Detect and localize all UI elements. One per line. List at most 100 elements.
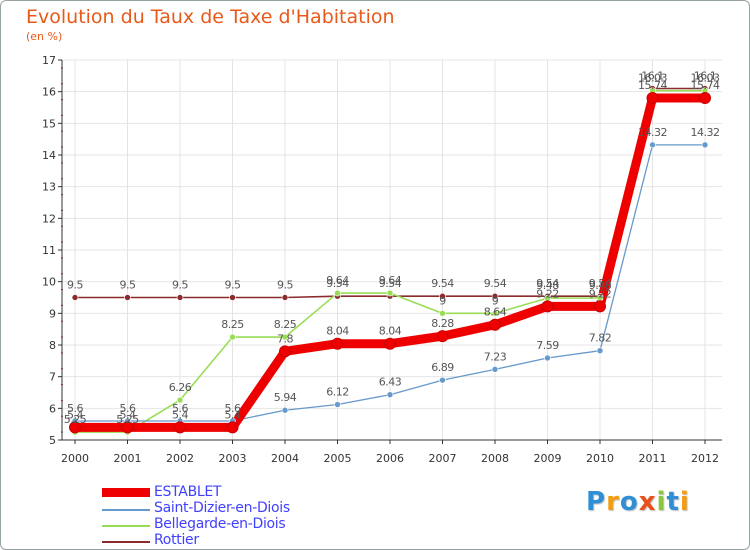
data-label-saint-dizier: 14.32 [638, 126, 667, 139]
logo-letter: t [666, 487, 680, 517]
data-label-saint-dizier: 6.43 [379, 376, 402, 389]
data-label-rottier: 9.54 [484, 277, 507, 290]
x-tick-label: 2006 [376, 452, 404, 465]
data-label-rottier: 9.54 [379, 277, 402, 290]
data-label-bellegarde: 5.25 [116, 413, 139, 426]
data-point-rottier [281, 294, 289, 301]
data-label-saint-dizier: 14.32 [691, 126, 720, 139]
logo-letter: x [638, 487, 657, 517]
legend-swatch-establet [102, 488, 150, 497]
legend-label-rottier: Rottier [154, 532, 199, 548]
data-label-rottier: 9.54 [431, 277, 454, 290]
x-tick-label: 2011 [639, 452, 667, 465]
data-point-saint-dizier [334, 401, 341, 408]
y-tick-label: 6 [49, 402, 56, 415]
y-tick-label: 11 [42, 244, 56, 257]
y-tick-label: 17 [42, 54, 56, 67]
data-label-establet: 8.28 [431, 317, 454, 330]
data-point-bellegarde [439, 310, 446, 317]
data-label-saint-dizier: 5.94 [274, 391, 297, 404]
data-point-establet [331, 337, 344, 350]
data-label-establet: 5.4 [120, 408, 136, 421]
x-tick-label: 2008 [481, 452, 509, 465]
data-label-establet: 8.04 [379, 325, 402, 338]
data-label-saint-dizier: 7.23 [484, 350, 507, 363]
data-label-rottier: 9.54 [326, 277, 349, 290]
data-point-rottier [491, 292, 499, 300]
y-tick-label: 15 [42, 117, 56, 130]
y-tick-label: 7 [49, 371, 56, 384]
data-point-rottier [71, 294, 79, 301]
chart-title: Evolution du Taux de Taxe d'Habitation [26, 6, 395, 28]
y-tick-label: 16 [42, 86, 56, 99]
x-tick-label: 2004 [271, 452, 299, 465]
logo-letter: r [606, 487, 620, 517]
x-tick-label: 2000 [61, 452, 89, 465]
data-label-establet: 8.64 [484, 306, 507, 319]
data-label-bellegarde: 8.25 [221, 318, 244, 331]
data-point-rottier [124, 294, 131, 301]
data-label-bellegarde: 6.26 [169, 381, 192, 394]
data-point-saint-dizier [701, 141, 709, 149]
data-label-establet: 5.4 [172, 408, 188, 421]
logo-letter: P [586, 487, 607, 517]
data-point-saint-dizier [281, 406, 289, 414]
logo-letter: i [656, 487, 667, 517]
data-label-bellegarde: 16.03 [691, 72, 720, 85]
data-point-bellegarde [386, 289, 394, 297]
proxiti-logo: Proxiti [586, 487, 690, 517]
data-point-bellegarde [281, 333, 289, 341]
data-label-rottier: 16.1 [641, 70, 664, 83]
data-label-rottier: 9.5 [120, 279, 136, 292]
data-label-establet: 8.04 [326, 325, 349, 338]
data-label-bellegarde: 9 [492, 294, 499, 307]
data-label-rottier: 9.5 [67, 279, 83, 292]
data-label-rottier: 16.1 [694, 70, 717, 83]
data-point-bellegarde [491, 310, 499, 317]
data-label-saint-dizier: 7.82 [589, 332, 612, 345]
data-label-bellegarde: 9 [439, 294, 446, 307]
data-point-saint-dizier [439, 376, 446, 384]
data-point-establet [699, 92, 711, 104]
data-label-saint-dizier: 6.89 [431, 361, 454, 374]
data-label-bellegarde: 5.25 [64, 413, 87, 426]
data-point-bellegarde [176, 396, 184, 404]
y-tick-label: 8 [49, 339, 56, 352]
y-tick-label: 9 [49, 307, 56, 320]
legend-swatch-saint-dizier [102, 509, 150, 511]
data-label-bellegarde: 9.64 [379, 274, 402, 287]
data-label-bellegarde: 8.25 [274, 318, 297, 331]
data-point-rottier [439, 292, 446, 300]
x-tick-label: 2007 [429, 452, 457, 465]
x-tick-label: 2009 [534, 452, 562, 465]
data-point-establet [594, 300, 606, 313]
data-label-establet: 9.22 [536, 287, 559, 300]
data-point-establet [436, 330, 449, 343]
data-point-establet [174, 421, 186, 434]
data-point-establet [121, 421, 134, 434]
data-point-saint-dizier [649, 141, 656, 149]
x-tick-label: 2005 [324, 452, 352, 465]
logo-letter: i [679, 487, 690, 517]
legend-label-bellegarde: Bellegarde-en-Diois [154, 516, 286, 532]
data-label-establet: 5.4 [67, 408, 83, 421]
data-label-bellegarde: 9.48 [589, 279, 612, 292]
data-label-rottier: 9.54 [536, 277, 559, 290]
data-label-rottier: 9.54 [589, 277, 612, 290]
x-tick-label: 2003 [219, 452, 247, 465]
data-point-saint-dizier [544, 354, 551, 362]
data-point-saint-dizier [596, 347, 604, 355]
data-label-bellegarde: 9.48 [536, 279, 559, 292]
data-label-establet: 7.8 [277, 332, 293, 345]
y-tick-label: 14 [42, 149, 56, 162]
data-label-establet: 15.74 [691, 79, 720, 92]
data-label-establet: 5.4 [225, 408, 241, 421]
data-label-establet: 9.22 [589, 287, 612, 300]
data-point-saint-dizier [491, 366, 499, 373]
data-point-establet [541, 300, 554, 313]
x-tick-label: 2010 [586, 452, 614, 465]
data-label-bellegarde: 16.03 [638, 72, 667, 85]
data-point-bellegarde [229, 333, 236, 341]
data-point-establet [69, 421, 81, 434]
data-label-saint-dizier: 5.6 [67, 402, 83, 415]
